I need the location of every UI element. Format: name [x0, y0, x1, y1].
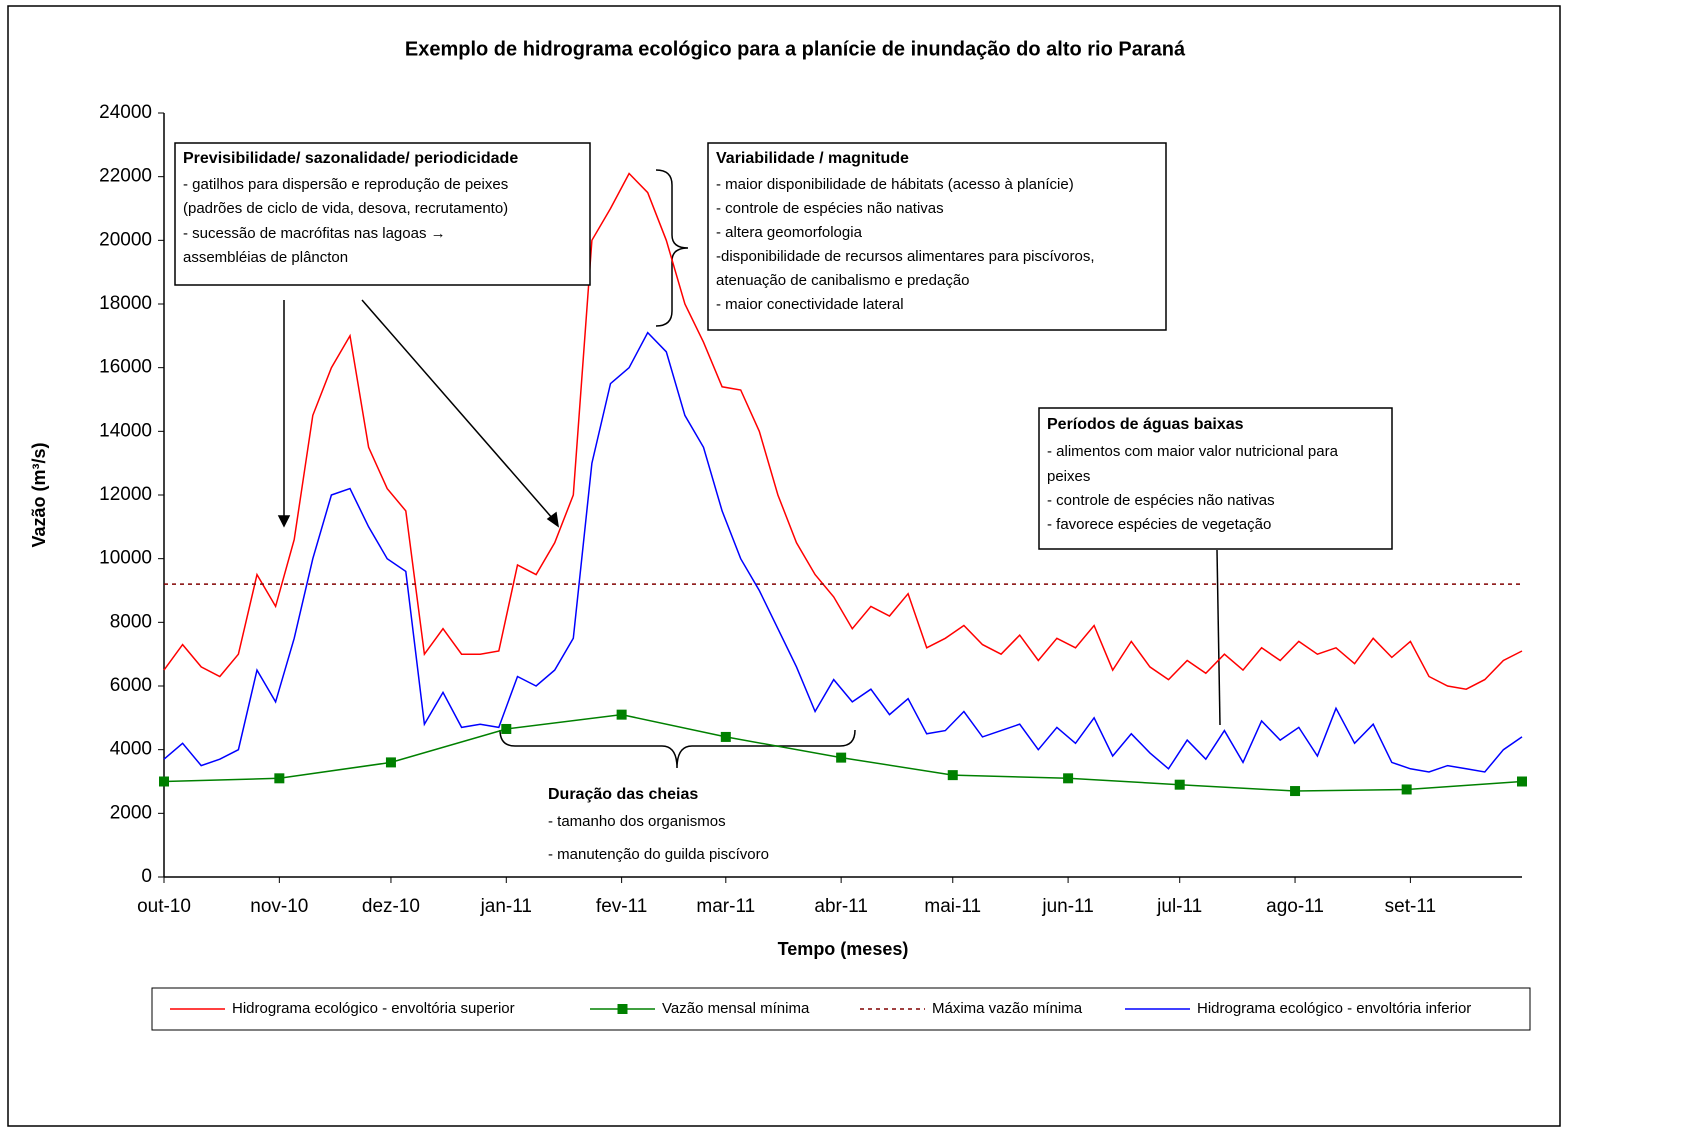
point-marker: [1063, 773, 1074, 784]
y-tick-label: 8000: [110, 611, 152, 632]
annotation-title: Períodos de águas baixas: [1047, 416, 1244, 433]
annotation-text: - tamanho dos organismos: [548, 813, 726, 830]
annotation-text: - gatilhos para dispersão e reprodução d…: [183, 176, 508, 193]
annotation-text: - controle de espécies não nativas: [1047, 492, 1275, 509]
point-marker: [385, 757, 396, 768]
annotation-box: [1038, 407, 1393, 550]
annotation-text: assembléias de plâncton: [183, 249, 348, 266]
x-tick-label: fev-11: [596, 896, 647, 917]
point-marker: [1401, 784, 1412, 795]
point-marker: [616, 709, 627, 720]
plot-area: 0 2000 4000 6000 8000 10000 12000 14000 16000 180…: [99, 102, 1527, 917]
x-tick-label: nov-10: [250, 896, 308, 917]
point-marker: [1517, 776, 1527, 787]
brace: [499, 729, 856, 769]
series-line: [163, 172, 1523, 690]
annotation-text: - alimentos com maior valor nutricional …: [1047, 443, 1339, 460]
annotation-text: - altera geomorfologia: [716, 224, 863, 241]
x-tick-label: jul-11: [1156, 896, 1202, 917]
arrow-head: [546, 511, 560, 528]
y-tick-label: 6000: [110, 675, 152, 696]
point-marker: [159, 776, 169, 787]
legend-label: Vazão mensal mínima: [662, 1000, 810, 1017]
annotation-title: Previsibilidade/ sazonalidade/ periodici…: [183, 150, 518, 167]
y-tick-label: 20000: [99, 229, 152, 250]
legend-marker: [617, 1004, 628, 1014]
y-tick-label: 14000: [99, 420, 152, 441]
x-tick-label: ago-11: [1266, 896, 1324, 917]
x-tick-label: mai-11: [924, 896, 981, 917]
annotation-text: - manutenção do guilda piscívoro: [548, 846, 769, 863]
y-axis-label: Vazão (m³/s): [29, 442, 49, 547]
legend-label: Máxima vazão mínima: [932, 1000, 1083, 1017]
point-marker: [1174, 779, 1185, 790]
annotations: Previsibilidade/ sazonalidade/ periodici…: [174, 142, 1393, 863]
point-marker: [501, 723, 512, 734]
legend-label: Hidrograma ecológico - envoltória superi…: [232, 1000, 515, 1017]
y-tick-label: 10000: [99, 548, 152, 569]
arrow-head: [277, 515, 291, 528]
legend: Hidrograma ecológico - envoltória superi…: [170, 1000, 1471, 1017]
y-tick-label: 12000: [99, 484, 152, 505]
x-tick-label: jun-11: [1041, 896, 1093, 917]
annotation-box: [707, 142, 1167, 331]
x-tick-label: dez-10: [362, 896, 420, 917]
annotation-box: [174, 142, 591, 286]
annotation-text: -disponibilidade de recursos alimentares…: [716, 248, 1095, 265]
point-marker: [720, 731, 731, 742]
x-tick-label: mar-11: [696, 896, 755, 917]
y-tick-label: 24000: [99, 102, 152, 123]
annotation-text: - favorece espécies de vegetação: [1047, 516, 1271, 533]
decorations: [277, 169, 1221, 769]
point-marker: [1290, 786, 1301, 797]
y-tick-label: 22000: [99, 166, 152, 187]
annotation-text: - controle de espécies não nativas: [716, 200, 944, 217]
y-tick-label: 2000: [110, 802, 152, 823]
annotation-title: Variabilidade / magnitude: [716, 150, 909, 167]
point-marker: [274, 773, 285, 784]
point-marker: [836, 752, 847, 763]
legend-frame: [151, 987, 1531, 1031]
series-line: [163, 331, 1523, 773]
y-tick-label: 0: [141, 866, 152, 887]
point-marker: [947, 770, 958, 781]
chart-title: Exemplo de hidrograma ecológico para a p…: [405, 38, 1186, 60]
annotation-text: peixes: [1047, 468, 1090, 485]
y-tick-label: 18000: [99, 293, 152, 314]
y-tick-label: 4000: [110, 739, 152, 760]
annotation-text: (padrões de ciclo de vida, desova, recru…: [183, 200, 508, 217]
annotation-title: Duração das cheias: [548, 786, 698, 803]
pointer-line: [1216, 549, 1221, 726]
x-tick-label: set-11: [1385, 896, 1436, 917]
legend-label: Hidrograma ecológico - envoltória inferi…: [1197, 1000, 1471, 1017]
x-tick-label: out-10: [137, 896, 191, 917]
x-tick-label: jan-11: [480, 896, 532, 917]
arrow: [361, 299, 554, 520]
x-tick-label: abr-11: [814, 896, 868, 917]
annotation-text: - sucessão de macrófitas nas lagoas →: [183, 225, 446, 242]
y-tick-label: 16000: [99, 357, 152, 378]
annotation-text: - maior conectividade lateral: [716, 296, 904, 313]
annotation-text: atenuação de canibalismo e predação: [716, 272, 970, 289]
brace: [655, 169, 689, 327]
x-axis-label: Tempo (meses): [778, 939, 909, 959]
annotation-text: - maior disponibilidade de hábitats (ace…: [716, 176, 1074, 193]
